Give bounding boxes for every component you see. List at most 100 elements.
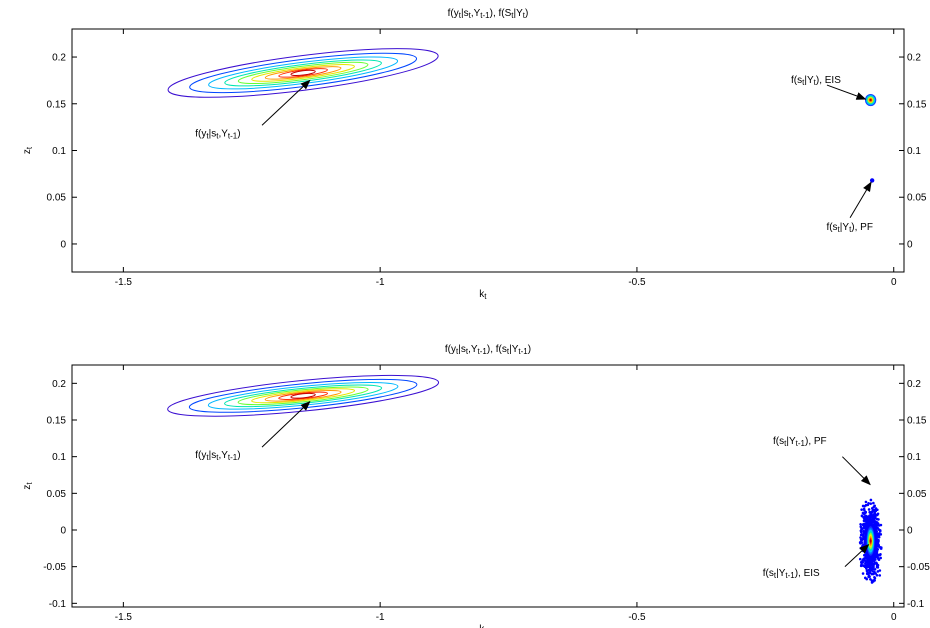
prior-cloud-particle [860,508,863,511]
eis-label-arrow [826,84,867,100]
prior-cloud-particle [873,512,876,516]
prior-cloud-particle [865,577,869,581]
subscript-text: t [459,11,462,20]
prior-cloud-particle [871,524,875,528]
subscript-text: t [784,439,787,448]
y-tick-label: -0.1 [49,599,67,610]
prior-cloud-particle [876,508,879,512]
x-tick-label: -1.5 [115,612,133,623]
prior-cloud-particle [867,508,871,511]
prior-cloud-particle [875,573,879,577]
label-text: f(s [763,568,774,579]
subscript-text: t-1 [785,571,795,580]
prior-cloud-particle [866,572,869,575]
subscript-text: t [523,11,526,20]
prior-cloud-particle [872,515,876,518]
pf-label-arrow [842,456,871,486]
subscript-text: t [507,347,510,356]
prior-cloud-particle [879,523,883,527]
prior-cloud-particle [873,504,876,508]
subscript-text: t [774,571,777,580]
subscript-text: t [849,225,852,234]
label-text: f(y [195,450,206,461]
y-axis-label-main: z [22,149,33,154]
label-text: ,Y [218,450,228,461]
subscript-text: t [466,347,469,356]
plot-content [167,374,883,584]
prior-cloud-particle [868,518,872,521]
x-axis-label-sub: t [484,292,487,301]
prior-cloud-particle [872,501,875,505]
label-text: |Y [776,568,786,579]
prior-cloud-particle [863,504,866,508]
prior-cloud-particle [871,520,874,524]
prior-cloud-particle [876,570,880,573]
y-tick-label-right: 0 [907,526,913,537]
subscript-text: t [206,131,209,140]
prior-cloud-particle [873,558,877,561]
label-text: f(s [826,222,837,233]
prior-cloud-particle [872,579,875,582]
prior-cloud-particle [863,517,867,520]
prior-cloud-particle [860,514,864,518]
label-text: f(y [195,128,206,139]
subscript-text: t-1 [518,347,528,356]
prior-cloud-particle [868,558,872,561]
x-tick-label: -1.5 [115,277,133,288]
prior-cloud-particle [870,559,874,562]
label-text: |Y [514,8,524,19]
prior-cloud-particle [871,567,875,571]
prior-cloud-particle [860,527,864,530]
prior-cloud-particle [869,502,873,505]
prior-cloud-particle [861,523,865,527]
y-tick-label: 0 [60,526,66,537]
label-text: ), PF [851,222,873,233]
y-tick-label-right: 0.1 [907,146,921,157]
likelihood-contour [251,388,356,404]
pf-label: f(st|Yt-1), PF [773,436,827,448]
x-axis-label: kt [479,624,487,628]
y-axis-label-sub: t [25,146,34,149]
label-text: |s [209,450,217,461]
y-tick-label: 0.15 [47,99,67,110]
subscript-text: t [814,78,817,87]
label-text: |Y [804,75,814,86]
eis-label-arrow [844,543,870,568]
y-tick-label-right: 0.2 [907,379,921,390]
prior-cloud-particle [873,570,876,574]
label-text: ), PF [805,436,827,447]
x-tick-label: -1 [376,612,385,623]
y-tick-label: 0.1 [52,146,66,157]
prior-cloud-particle [866,515,870,519]
likelihood-contour [264,390,342,402]
label-text: ), f(s [487,344,507,355]
y-axis-label-main: z [22,485,33,490]
y-tick-label: -0.05 [43,562,66,573]
label-text: f(s [773,436,784,447]
label-text: ) [237,450,240,461]
y-tick-label: 0 [60,239,66,250]
y-tick-label: 0.15 [47,416,67,427]
plot-area [71,364,905,608]
x-tick-label: 0 [891,612,897,623]
label-text: ,Y [468,344,478,355]
prior-cloud-particle [858,557,862,561]
prior-cloud-particle [877,538,880,542]
prior-cloud-particle [868,569,871,573]
label-text: f(y [448,8,459,19]
label-text: f(y [445,344,456,355]
subscript-text: t-1 [796,439,806,448]
prior-cloud-particle [869,498,873,502]
likelihood-label-arrow [261,400,311,448]
y-axis-label-sub: t [25,482,34,485]
prior-cloud-particle [872,563,876,566]
prior-cloud-particle [859,536,862,539]
prior-cloud-particle [859,525,863,528]
prior-cloud-particle [878,574,882,577]
subscript-text: t [206,453,209,462]
x-tick-label: -1 [376,277,385,288]
pf-point [869,178,875,183]
subscript-text: t [456,347,459,356]
eis-label: f(st|Yt-1), EIS [763,568,820,580]
prior-cloud-particle [878,528,881,532]
